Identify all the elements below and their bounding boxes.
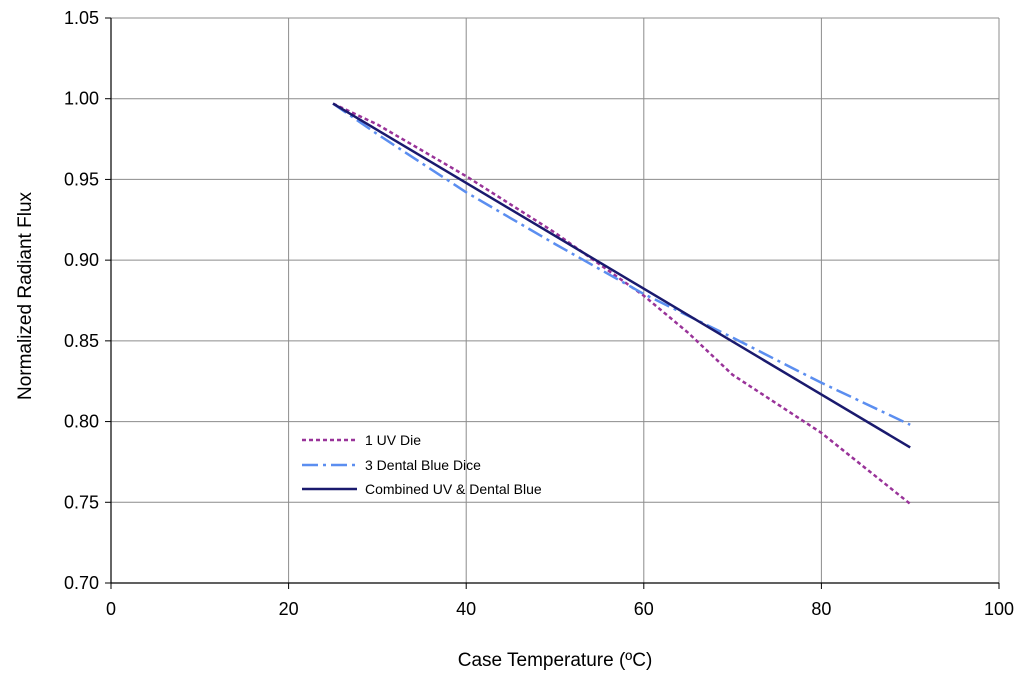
x-tick-label-5: 100 — [984, 599, 1014, 619]
y-tick-label-4: 0.90 — [64, 250, 99, 270]
y-tick-label-0: 0.70 — [64, 573, 99, 593]
series-line-3 — [332, 102, 911, 449]
series-line-2 — [332, 102, 911, 426]
y-tick-label-6: 1.00 — [64, 89, 99, 109]
x-tick-label-3: 60 — [634, 599, 654, 619]
y-tick-label-2: 0.80 — [64, 412, 99, 432]
y-tick-label-7: 1.05 — [64, 8, 99, 28]
y-tick-label-5: 0.95 — [64, 169, 99, 189]
legend-entry-3: Combined UV & Dental Blue — [302, 481, 542, 497]
y-tick-label-1: 0.75 — [64, 492, 99, 512]
y-axis-title: Normalized Radiant Flux — [15, 191, 36, 400]
x-tick-label-1: 20 — [279, 599, 299, 619]
x-tick-label-2: 40 — [456, 599, 476, 619]
gridlines — [111, 17, 1000, 583]
x-axis-title: Case Temperature (ºC) — [458, 650, 653, 671]
tick-labels: 0 20 40 60 80 100 0.70 0.75 0.80 0.85 0.90 0.95 1.00… — [64, 8, 1014, 619]
axes — [105, 17, 1000, 589]
y-tick-label-3: 0.85 — [64, 331, 99, 351]
legend: 1 UV Die 3 Dental Blue Dice Combined UV … — [302, 432, 542, 497]
x-tick-label-4: 80 — [811, 599, 831, 619]
legend-label-1-uv-die: 1 UV Die — [365, 432, 421, 448]
series-line-1 — [332, 102, 911, 505]
legend-entry-2: 3 Dental Blue Dice — [302, 457, 481, 473]
legend-label-combined: Combined UV & Dental Blue — [365, 481, 542, 497]
legend-entry-1: 1 UV Die — [302, 432, 421, 448]
series-lines — [332, 102, 911, 505]
x-tick-label-0: 0 — [106, 599, 116, 619]
legend-label-3-dental-blue-dice: 3 Dental Blue Dice — [365, 457, 481, 473]
